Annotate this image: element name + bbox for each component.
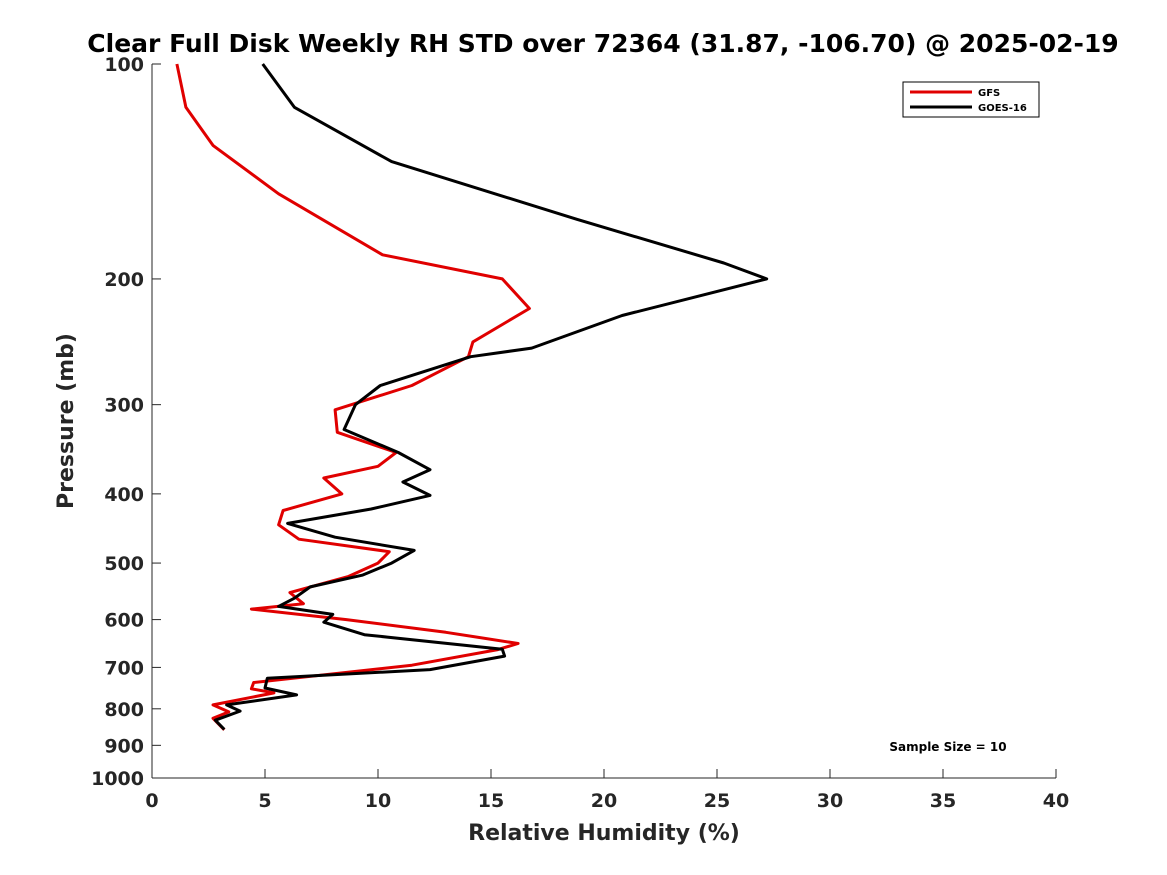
- x-axis: 0 5 10 15 20 25 30 35 40: [145, 769, 1069, 812]
- series-line-gfs: [175, 63, 531, 731]
- y-tick-label: 800: [104, 699, 144, 721]
- x-tick-label: 25: [704, 790, 730, 812]
- y-tick-label: 1000: [91, 768, 144, 790]
- y-tick-label: 600: [104, 610, 144, 632]
- x-tick-label: 40: [1043, 790, 1069, 812]
- y-axis: 100 200 300 400 500 600 700 800 900 1000: [91, 54, 161, 790]
- x-tick-label: 20: [591, 790, 617, 812]
- legend-box: [902, 81, 1040, 118]
- plot-area: [151, 64, 1056, 779]
- chart-title: Clear Full Disk Weekly RH STD over 72364…: [87, 29, 1118, 58]
- x-tick-label: 5: [258, 790, 271, 812]
- x-tick-label: 35: [930, 790, 956, 812]
- y-tick-label: 400: [104, 484, 144, 506]
- legend-label-gfs: GFS: [978, 88, 1000, 99]
- x-tick-label: 30: [817, 790, 843, 812]
- x-tick-label: 0: [145, 790, 158, 812]
- y-axis-label: Pressure (mb): [54, 333, 79, 509]
- series-line-goes16: [213, 63, 769, 731]
- y-tick-label: 300: [104, 395, 144, 417]
- y-tick-label: 500: [104, 553, 144, 575]
- y-tick-label: 100: [104, 54, 144, 76]
- y-tick-label: 700: [104, 657, 144, 679]
- sample-size-annotation: Sample Size = 10: [889, 740, 1006, 754]
- x-tick-label: 15: [478, 790, 504, 812]
- legend: GFS GOES-16: [902, 81, 1040, 118]
- y-tick-label: 200: [104, 269, 144, 291]
- legend-label-goes16: GOES-16: [978, 103, 1027, 114]
- x-axis-label: Relative Humidity (%): [468, 821, 740, 846]
- y-tick-label: 900: [104, 735, 144, 757]
- x-tick-label: 10: [365, 790, 391, 812]
- series-layer: [175, 63, 769, 731]
